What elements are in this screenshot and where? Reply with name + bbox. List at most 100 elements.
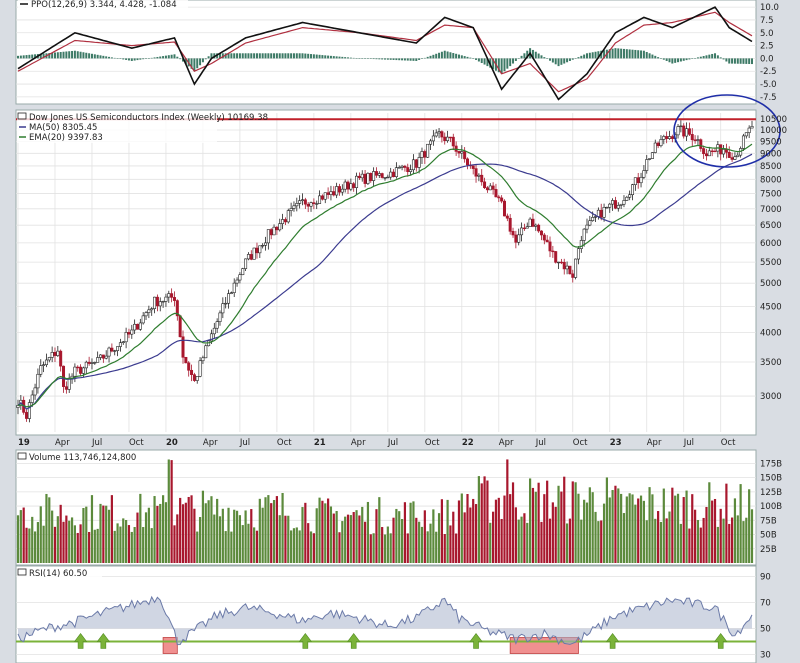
volume-bar (449, 525, 452, 563)
ppo-histogram-bar (108, 56, 111, 59)
volume-bar (463, 512, 466, 563)
volume-bar (659, 521, 663, 563)
ppo-histogram-bar (423, 57, 426, 59)
ppo-histogram-bar (492, 58, 495, 70)
candle (414, 158, 418, 172)
volume-bar (227, 507, 230, 563)
volume-tick-label: 100B (760, 502, 782, 512)
ppo-histogram-bar (281, 53, 284, 59)
volume-bar (457, 500, 461, 563)
ppo-histogram-bar (716, 55, 719, 59)
x-axis-label: 21 (314, 438, 326, 448)
volume-bar (554, 506, 557, 563)
candle (161, 300, 165, 308)
candle (403, 164, 407, 172)
candle (662, 134, 666, 145)
ppo-histogram-bar (520, 55, 523, 59)
volume-bar (204, 503, 207, 563)
candle (110, 343, 114, 353)
candle (741, 133, 745, 152)
ppo-histogram-bar (355, 58, 358, 59)
ppo-histogram-bar (566, 58, 569, 63)
ppo-histogram-bar (560, 58, 563, 65)
volume-bar (571, 481, 574, 563)
candle (670, 134, 674, 143)
volume-bar (221, 508, 224, 563)
volume-bar (224, 531, 227, 563)
volume-tick-label: 125B (760, 488, 782, 498)
ppo-line (17, 6, 753, 101)
x-axis-label: Oct (573, 438, 588, 448)
ppo-histogram-bar (699, 56, 702, 59)
price-tick-label: 3000 (760, 392, 782, 402)
volume-bar (668, 511, 671, 563)
ppo-histogram-bar (432, 54, 435, 59)
volume-bar (48, 497, 51, 563)
volume-bar (287, 515, 290, 563)
volume-bar (625, 496, 628, 563)
ppo-histogram-bar (17, 55, 19, 59)
candle (565, 261, 569, 275)
ppo-histogram-bar (512, 58, 515, 64)
volume-bar (429, 523, 432, 563)
volume-bar (528, 478, 532, 563)
volume-bar (264, 497, 267, 563)
ppo-histogram-bar (429, 55, 432, 59)
buy-arrow-icon (714, 633, 728, 649)
candle (534, 223, 538, 231)
ppo-histogram-bar (253, 53, 256, 59)
candle (121, 340, 125, 345)
ppo-histogram-bar (142, 58, 145, 60)
volume-bar (136, 512, 139, 563)
ppo-histogram-bar (486, 58, 489, 67)
volume-bar (730, 517, 734, 563)
ppo-histogram-bar (22, 55, 25, 59)
x-axis-labels: 19 Apr Jul Oct 20 Apr Jul Oct 21 Apr Jul Oct 22 Apr Ju… (18, 438, 736, 448)
candle (696, 135, 700, 146)
candle (625, 195, 629, 201)
price-tick-label: 7500 (760, 190, 782, 200)
volume-bar (73, 525, 76, 563)
candle (488, 183, 492, 191)
volume-bar (312, 533, 315, 563)
candle (272, 224, 276, 236)
ppo-histogram-bar (218, 53, 221, 59)
candle (252, 247, 256, 260)
volume-bar (531, 487, 535, 563)
volume-bar (671, 487, 674, 563)
volume-bar (665, 518, 668, 563)
ppo-histogram-bar (731, 58, 734, 64)
volume-bar (68, 520, 71, 563)
ppo-histogram-bar (583, 54, 586, 59)
volume-bar (142, 527, 145, 563)
candle (39, 359, 43, 378)
ppo-histogram-bar (207, 56, 210, 59)
ppo-histogram-bar (335, 56, 338, 59)
volume-bar (654, 518, 657, 563)
candle (337, 183, 341, 196)
volume-bar (76, 532, 79, 563)
volume-bar (156, 505, 159, 563)
candle (466, 157, 470, 170)
candle (144, 311, 148, 321)
candle (332, 186, 336, 197)
volume-bar (196, 531, 199, 563)
volume-bar (335, 511, 338, 563)
volume-bar (509, 494, 512, 563)
ppo-histogram-bar (358, 58, 361, 59)
ppo-histogram-bar (122, 58, 125, 60)
ppo-histogram-bar (369, 58, 372, 59)
ppo-histogram-bar (696, 57, 699, 59)
volume-bar (568, 518, 572, 563)
ppo-histogram-bar (554, 58, 557, 65)
ppo-histogram-bar (318, 54, 321, 59)
candle (113, 349, 117, 356)
volume-bar (537, 482, 540, 563)
rsi-line (17, 595, 753, 646)
candle (702, 145, 706, 159)
candle (650, 151, 654, 160)
ppo-histogram-bar (378, 58, 381, 60)
candle (241, 267, 245, 276)
candle (42, 361, 46, 373)
rsi-buy-arrows (73, 633, 728, 649)
